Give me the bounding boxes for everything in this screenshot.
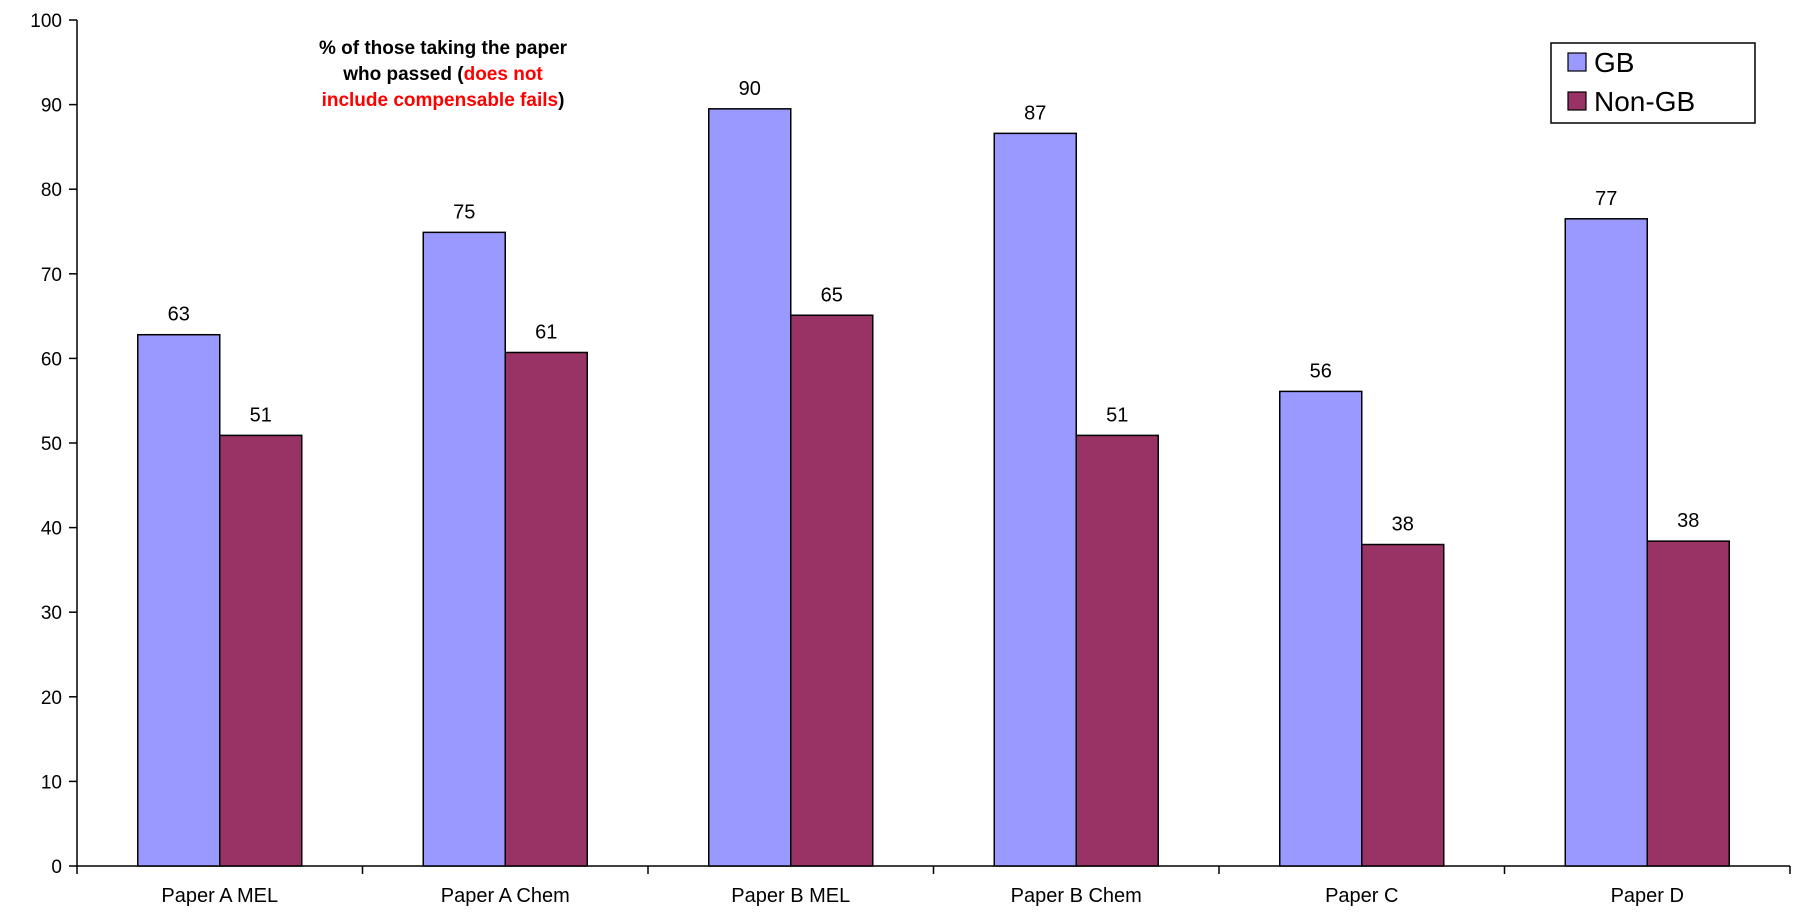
y-tick-label-0: 0 xyxy=(51,857,62,878)
data-label-non-gb-2: 65 xyxy=(821,284,843,306)
axes: 0 10 20 30 40 50 60 70 80 90 100 xyxy=(30,11,1791,878)
category-label-0: Paper A MEL xyxy=(161,885,278,907)
data-label-non-gb-1: 61 xyxy=(535,321,557,343)
category-labels: Paper A MEL Paper A Chem Paper B MEL Paper … xyxy=(161,885,1684,907)
category-label-2: Paper B MEL xyxy=(731,885,850,907)
annotation-line-2-black: who passed ( xyxy=(342,64,464,85)
y-tick-label-60: 60 xyxy=(41,349,62,370)
data-label-gb-5: 77 xyxy=(1595,188,1617,210)
category-label-4: Paper C xyxy=(1325,885,1398,907)
annotation-line-3: include compensable fails) xyxy=(322,90,565,111)
data-label-non-gb-5: 38 xyxy=(1677,510,1699,532)
data-label-non-gb-3: 51 xyxy=(1106,404,1128,426)
y-tick-label-30: 30 xyxy=(41,603,62,624)
y-tick-label-40: 40 xyxy=(41,519,62,540)
data-label-gb-1: 75 xyxy=(453,201,475,223)
bar-non-gb-0 xyxy=(219,434,303,867)
y-tick-label-50: 50 xyxy=(41,434,62,455)
data-label-gb-0: 63 xyxy=(168,304,190,326)
y-tick-label-10: 10 xyxy=(41,772,62,793)
legend: GB Non-GB xyxy=(1550,42,1756,124)
annotation-line-2-red: does not xyxy=(464,64,544,85)
bar-gb-0 xyxy=(137,333,221,867)
bar-non-gb-3 xyxy=(1075,434,1159,867)
data-label-gb-2: 90 xyxy=(739,78,761,100)
y-ticks: 0 10 20 30 40 50 60 70 80 90 100 xyxy=(30,11,77,878)
bar-gb-1 xyxy=(422,231,506,867)
bars xyxy=(137,108,1730,867)
data-label-non-gb-0: 51 xyxy=(250,404,272,426)
bar-non-gb-4 xyxy=(1361,543,1445,867)
y-tick-label-70: 70 xyxy=(41,265,62,286)
annotation-line-2: who passed (does not xyxy=(342,64,543,85)
bar-non-gb-2 xyxy=(790,314,874,867)
data-label-non-gb-4: 38 xyxy=(1392,514,1414,536)
bar-non-gb-5 xyxy=(1646,540,1730,867)
y-tick-label-100: 100 xyxy=(30,11,62,32)
bar-gb-4 xyxy=(1279,390,1363,867)
category-label-3: Paper B Chem xyxy=(1011,885,1142,907)
category-label-1: Paper A Chem xyxy=(441,885,570,907)
data-label-gb-3: 87 xyxy=(1024,102,1046,124)
bar-gb-2 xyxy=(708,108,792,867)
bar-gb-3 xyxy=(993,132,1077,867)
y-tick-label-80: 80 xyxy=(41,180,62,201)
y-tick-label-90: 90 xyxy=(41,96,62,117)
legend-label-gb: GB xyxy=(1594,47,1634,78)
category-label-5: Paper D xyxy=(1611,885,1684,907)
legend-label-non-gb: Non-GB xyxy=(1594,86,1695,117)
legend-swatch-gb xyxy=(1567,52,1587,72)
annotation-line-3-red: include compensable fails xyxy=(322,90,559,111)
y-tick-label-20: 20 xyxy=(41,688,62,709)
annotation-line-1: % of those taking the paper xyxy=(319,38,568,59)
bar-gb-5 xyxy=(1564,218,1648,867)
legend-swatch-non-gb xyxy=(1567,91,1587,111)
x-ticks xyxy=(76,866,1791,874)
data-labels: 63 51 75 61 90 65 87 51 56 38 77 38 xyxy=(168,78,1700,536)
bar-non-gb-1 xyxy=(504,351,588,867)
data-label-gb-4: 56 xyxy=(1310,360,1332,382)
annotation-line-3-black: ) xyxy=(558,90,564,111)
chart-annotation: % of those taking the paper who passed (… xyxy=(319,38,568,111)
